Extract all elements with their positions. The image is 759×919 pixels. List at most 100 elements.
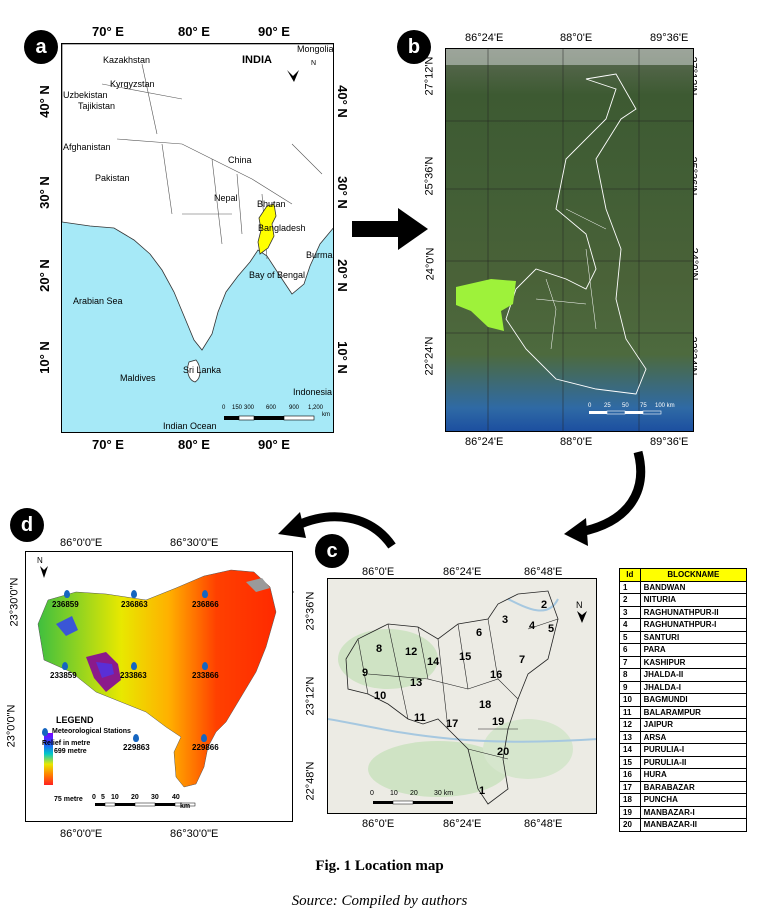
panel-a-title: INDIA [242,54,272,66]
scale-c-0: 0 [370,790,374,797]
station-marker-236866 [202,590,208,598]
table-row: 14 PURULIA-I [619,743,748,757]
scale-bar-d [95,802,196,807]
label-afghanistan: Afghanistan [63,142,111,152]
arrow-a-to-b [352,208,428,250]
block-label-8: 8 [376,643,383,655]
table-cell-name: JHALDA-II [639,668,748,682]
block-label-2: 2 [541,599,548,611]
table-row: 1 BANDWAN [619,580,748,594]
table-row: 10 BAGMUNDI [619,693,748,707]
station-label-236859: 236859 [52,600,79,609]
table-cell-id: 8 [619,668,641,682]
table-row: 17 BARABAZAR [619,780,748,794]
panel-a-lon-tick-bottom-3: 90° E [258,437,290,452]
panel-d-badge: d [10,508,44,542]
block-label-14: 14 [427,656,440,668]
panel-c-map [327,578,597,814]
sri-lanka-shape [187,359,201,383]
panel-a-lat-tick-left-4: 10° N [36,341,52,374]
panel-b-lon-tick-top-2: 88°0'E [560,32,593,44]
west-bengal-highlight [257,203,277,255]
label-indonesia: Indonesia [293,387,333,397]
table-cell-id: 4 [619,618,641,632]
station-marker-236859 [64,590,70,598]
label-mongolia: Mongolia [297,44,334,54]
scale-b-0: 0 [588,403,592,409]
table-header-row: Id BLOCKNAME [619,568,748,582]
panel-a-north-label: N [311,60,317,67]
panel-b-lat-tick-left-4: 22°24'N [423,336,436,376]
panel-a-lon-tick-bottom-1: 70° E [92,437,124,452]
scale-d-5: 5 [101,794,105,801]
block-label-1: 1 [479,785,486,797]
label-bangladesh: Bangladesh [258,223,306,233]
scale-d-unit: km [180,803,191,810]
land-mass [62,44,333,351]
station-marker-233866 [202,662,208,670]
panel-a-lon-tick-top-1: 70° E [92,24,124,39]
panel-a-lon-tick-top-2: 80° E [178,24,210,39]
panel-a-badge: a [24,30,58,64]
panel-b-lat-tick-left-2: 25°36'N [423,156,436,196]
table-cell-name: HURA [639,768,748,782]
table-cell-name: SANTURI [639,630,748,644]
panel-d-lon-tick-top-2: 86°30'0"E [170,537,219,549]
label-tajikistan: Tajikistan [78,101,116,111]
table-row: 9 JHALDA-I [619,680,748,694]
scale-b-100: 100 km [655,403,675,409]
station-label-229863: 229863 [123,743,150,752]
table-cell-name: RAGHUNATHPUR-II [639,605,748,619]
north-arrow-c-shape [577,611,587,623]
panel-d-lat-tick-left-2: 23°0'0"N [5,704,18,748]
station-label-233866: 233866 [192,671,219,680]
panel-a-lat-tick-left-3: 20° N [36,259,52,292]
table-cell-id: 2 [619,593,641,607]
panel-a-lat-tick-right-3: 20° N [334,259,350,292]
station-label-233859: 233859 [50,671,77,680]
table-row: 7 KASHIPUR [619,655,748,669]
block-label-4: 4 [529,620,536,632]
scale-c-30: 30 km [434,790,454,797]
panel-c-lat-tick-left-2: 23°12'N [304,676,317,716]
label-kazakhstan: Kazakhstan [103,55,151,65]
panel-b-lat-tick-left-1: 27°12'N [423,56,436,96]
panel-c-lat-tick-left-1: 23°36'N [304,591,317,631]
scale-a-1200: 1,200 [308,405,324,411]
panel-d-lon-tick-bottom-1: 86°0'0"E [60,828,103,840]
panel-b-lon-tick-bottom-2: 88°0'E [560,436,593,448]
panel-a-lat-tick-left-2: 30° N [36,176,52,209]
block-label-3: 3 [502,614,509,626]
north-arrow-shape [287,70,299,82]
scale-bar-c [373,800,453,805]
table-row: 12 JAIPUR [619,718,748,732]
label-bhutan: Bhutan [257,199,286,209]
scale-a-300: 300 [244,405,255,411]
block-label-11: 11 [414,712,426,724]
panel-c-lon-tick-bottom-3: 86°48'E [524,818,563,830]
block-label-20: 20 [497,746,510,758]
panel-c-lon-tick-bottom-2: 86°24'E [443,818,482,830]
panel-c-map-svg [328,590,596,805]
table-cell-name: JAIPUR [639,718,748,732]
table-cell-name: NITURIA [639,593,748,607]
label-uzbekistan: Uzbekistan [63,90,108,100]
scale-a-0: 0 [222,405,226,411]
label-china: China [228,155,252,165]
block-label-17: 17 [446,718,459,730]
scale-c-20: 20 [410,790,418,797]
panel-b-lon-tick-top-1: 86°24'E [465,32,504,44]
table-cell-id: 1 [619,580,641,594]
panel-a-map [61,43,334,433]
table-cell-id: 6 [619,643,641,657]
panel-b-lon-tick-bottom-1: 86°24'E [465,436,504,448]
scale-d-0: 0 [92,794,96,801]
panel-d-map-svg [37,566,277,807]
label-bay-of-bengal: Bay of Bengal [249,270,306,280]
table-cell-name: PUNCHA [639,793,748,807]
scale-a-600: 600 [266,405,277,411]
block-label-6: 6 [476,627,483,639]
panel-d-north-label: N [37,556,43,565]
scale-a-900: 900 [289,405,300,411]
table-cell-name: MANBAZAR-I [639,805,748,819]
